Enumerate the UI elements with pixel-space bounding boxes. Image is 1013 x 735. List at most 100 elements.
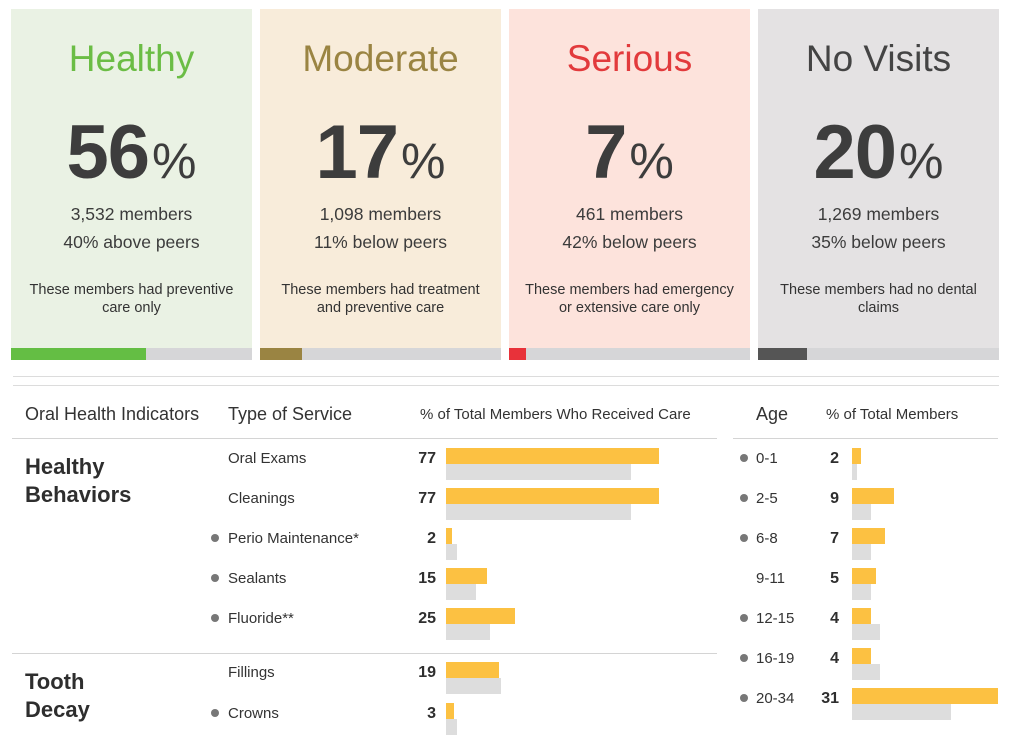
header-underline — [733, 438, 998, 439]
indicator-dot — [740, 694, 748, 702]
service-peer-bar — [446, 584, 477, 600]
card-peers: 42% below peers — [562, 232, 697, 252]
age-value: 9 — [830, 490, 839, 507]
card-description: These members had preventive care only — [29, 282, 234, 316]
card-percent-symbol: % — [899, 133, 944, 189]
card-progress-bar — [11, 348, 252, 360]
age-label: 16-19 — [756, 650, 795, 667]
service-value: 3 — [427, 705, 436, 722]
indicator-dot — [740, 534, 748, 542]
age-value: 4 — [830, 650, 839, 667]
card-percent-value: 17 — [315, 110, 399, 195]
card-progress-bar — [758, 348, 999, 360]
age-label: 20-34 — [756, 690, 795, 707]
card-description: These members had treatment and preventi… — [281, 282, 480, 316]
card-percent: 17% — [260, 109, 501, 196]
service-peer-bar — [446, 678, 502, 694]
status-card-moderate: Moderate 17% 1,098 members 11% below pee… — [260, 9, 501, 360]
service-member-bar — [446, 488, 659, 504]
header-age: Age — [756, 404, 789, 424]
group-divider — [12, 653, 717, 654]
indicator-dot — [740, 494, 748, 502]
card-percent-symbol: % — [152, 133, 197, 189]
service-member-bar — [446, 608, 516, 624]
service-peer-bar — [446, 544, 458, 560]
age-value: 7 — [830, 530, 839, 547]
service-label: Cleanings — [228, 490, 295, 507]
card-description: These members had no dental claims — [780, 282, 977, 316]
age-peer-bar — [852, 544, 871, 560]
service-value: 25 — [418, 610, 436, 627]
group-title-healthy-behaviors: Healthy Behaviors — [25, 454, 132, 507]
service-label: Fluoride** — [228, 610, 294, 627]
card-progress-bar — [509, 348, 750, 360]
indicator-dot — [211, 614, 219, 622]
age-label: 0-1 — [756, 450, 778, 467]
service-label: Perio Maintenance* — [228, 530, 359, 547]
age-member-bar — [852, 648, 871, 664]
card-percent: 7% — [509, 109, 750, 196]
header-underline — [12, 438, 717, 439]
service-member-bar — [446, 448, 659, 464]
card-progress-fill — [509, 348, 526, 360]
header-pct-total-members: % of Total Members — [826, 406, 959, 423]
card-progress-fill — [11, 348, 146, 360]
age-value: 5 — [830, 570, 839, 587]
service-peer-bar — [446, 464, 632, 480]
age-value: 31 — [821, 690, 839, 707]
card-description: These members had emergency or extensive… — [525, 282, 734, 316]
card-percent-symbol: % — [629, 133, 674, 189]
service-peer-bar — [446, 624, 491, 640]
service-value: 15 — [418, 570, 436, 587]
service-label: Crowns — [228, 705, 279, 722]
card-title: Moderate — [302, 38, 459, 79]
age-peer-bar — [852, 624, 881, 640]
card-peers: 40% above peers — [63, 232, 200, 252]
card-percent-value: 56 — [66, 110, 150, 195]
age-member-bar — [852, 568, 876, 584]
service-peer-bar — [446, 719, 458, 735]
card-title: Healthy — [68, 38, 195, 79]
card-progress-fill — [260, 348, 302, 360]
card-members: 3,532 members — [70, 204, 193, 224]
card-members: 461 members — [576, 204, 683, 224]
age-member-bar — [852, 608, 871, 624]
service-member-bar — [446, 568, 488, 584]
indicator-dot — [211, 534, 219, 542]
service-value: 2 — [427, 530, 436, 547]
indicator-dot — [211, 709, 219, 717]
age-peer-bar — [852, 504, 871, 520]
status-card-healthy: Healthy 56% 3,532 members 40% above peer… — [11, 9, 252, 360]
card-percent-value: 7 — [585, 110, 627, 195]
card-members: 1,098 members — [319, 204, 442, 224]
group-title-tooth-decay: Tooth Decay — [25, 669, 90, 722]
service-member-bar — [446, 528, 452, 544]
indicator-dot — [740, 654, 748, 662]
divider — [13, 385, 999, 386]
card-peers: 35% below peers — [811, 232, 946, 252]
service-member-bar — [446, 703, 455, 719]
age-member-bar — [852, 488, 895, 504]
age-value: 4 — [830, 610, 839, 627]
card-percent-value: 20 — [813, 110, 897, 195]
service-member-bar — [446, 662, 499, 678]
age-label: 6-8 — [756, 530, 778, 547]
card-title: No Visits — [805, 38, 952, 79]
age-peer-bar — [852, 664, 881, 680]
age-peer-bar — [852, 584, 871, 600]
divider — [13, 376, 999, 377]
indicator-dot — [740, 454, 748, 462]
card-percent: 56% — [11, 109, 252, 196]
header-type-of-service: Type of Service — [228, 404, 353, 424]
service-label: Sealants — [228, 570, 287, 587]
card-peers: 11% below peers — [314, 232, 447, 252]
status-card-no-visits: No Visits 20% 1,269 members 35% below pe… — [758, 9, 999, 360]
age-peer-bar — [852, 704, 951, 720]
card-progress-fill — [758, 348, 807, 360]
age-value: 2 — [830, 450, 839, 467]
service-value: 77 — [418, 450, 436, 467]
age-member-bar — [852, 448, 862, 464]
service-label: Oral Exams — [228, 450, 307, 467]
card-progress-bar — [260, 348, 501, 360]
card-title: Serious — [566, 38, 693, 79]
